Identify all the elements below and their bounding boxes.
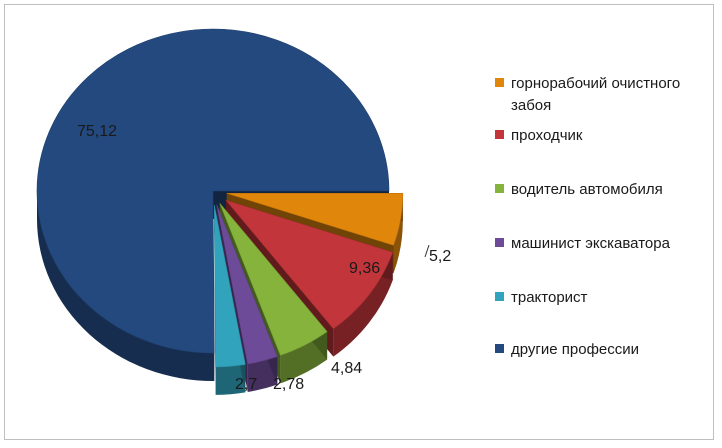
- legend-swatch-tunneler: [495, 130, 504, 139]
- pie-slice-driver: [219, 203, 328, 356]
- data-label-driver: 4,84: [331, 360, 362, 377]
- legend-swatch-tractor: [495, 292, 504, 301]
- data-label-other: 75,12: [77, 123, 117, 140]
- data-label-tractor: 2,7: [235, 376, 257, 393]
- legend-label-other: другие профессии: [511, 341, 640, 358]
- pie-chart: 5,2 9,36 4,84 2,78 2,7 75,12: [36, 28, 451, 395]
- pie-side-other: [37, 191, 215, 381]
- chart-frame: 5,2 9,36 4,84 2,78 2,7 75,12 горнорабочий очи…: [4, 4, 714, 440]
- data-label-excavator: 2,78: [273, 376, 304, 393]
- pie-side-tunneler: [333, 252, 393, 357]
- legend-label-tunneler: проходчик: [511, 127, 583, 144]
- leader-line-miner: [424, 244, 430, 258]
- legend-label-driver: водитель автомобиля: [511, 181, 663, 198]
- data-labels: 5,2 9,36 4,84 2,78 2,7 75,12: [77, 123, 451, 393]
- pie-slice-excavator: [216, 204, 278, 365]
- legend-label-excavator: машинист экскаватора: [511, 235, 670, 252]
- legend-label-tractor: тракторист: [511, 289, 588, 306]
- legend-swatch-other: [495, 344, 504, 353]
- legend-swatch-miner: [495, 78, 504, 87]
- pie-slice-tunneler: [225, 199, 394, 330]
- legend-label-miner: горнорабочий очистного забоя: [511, 75, 681, 114]
- data-label-tunneler: 9,36: [349, 260, 380, 277]
- legend-swatch-excavator: [495, 238, 504, 247]
- pie-side-miner: [393, 193, 403, 274]
- legend-swatch-driver: [495, 184, 504, 193]
- pie-side-tractor: [215, 364, 246, 395]
- data-label-miner: 5,2: [429, 248, 451, 265]
- pie-slice-miner: [226, 192, 404, 246]
- pie-slice-tractor: [213, 204, 246, 368]
- pie-tops: [36, 28, 404, 368]
- pie-slice-other: [36, 28, 390, 354]
